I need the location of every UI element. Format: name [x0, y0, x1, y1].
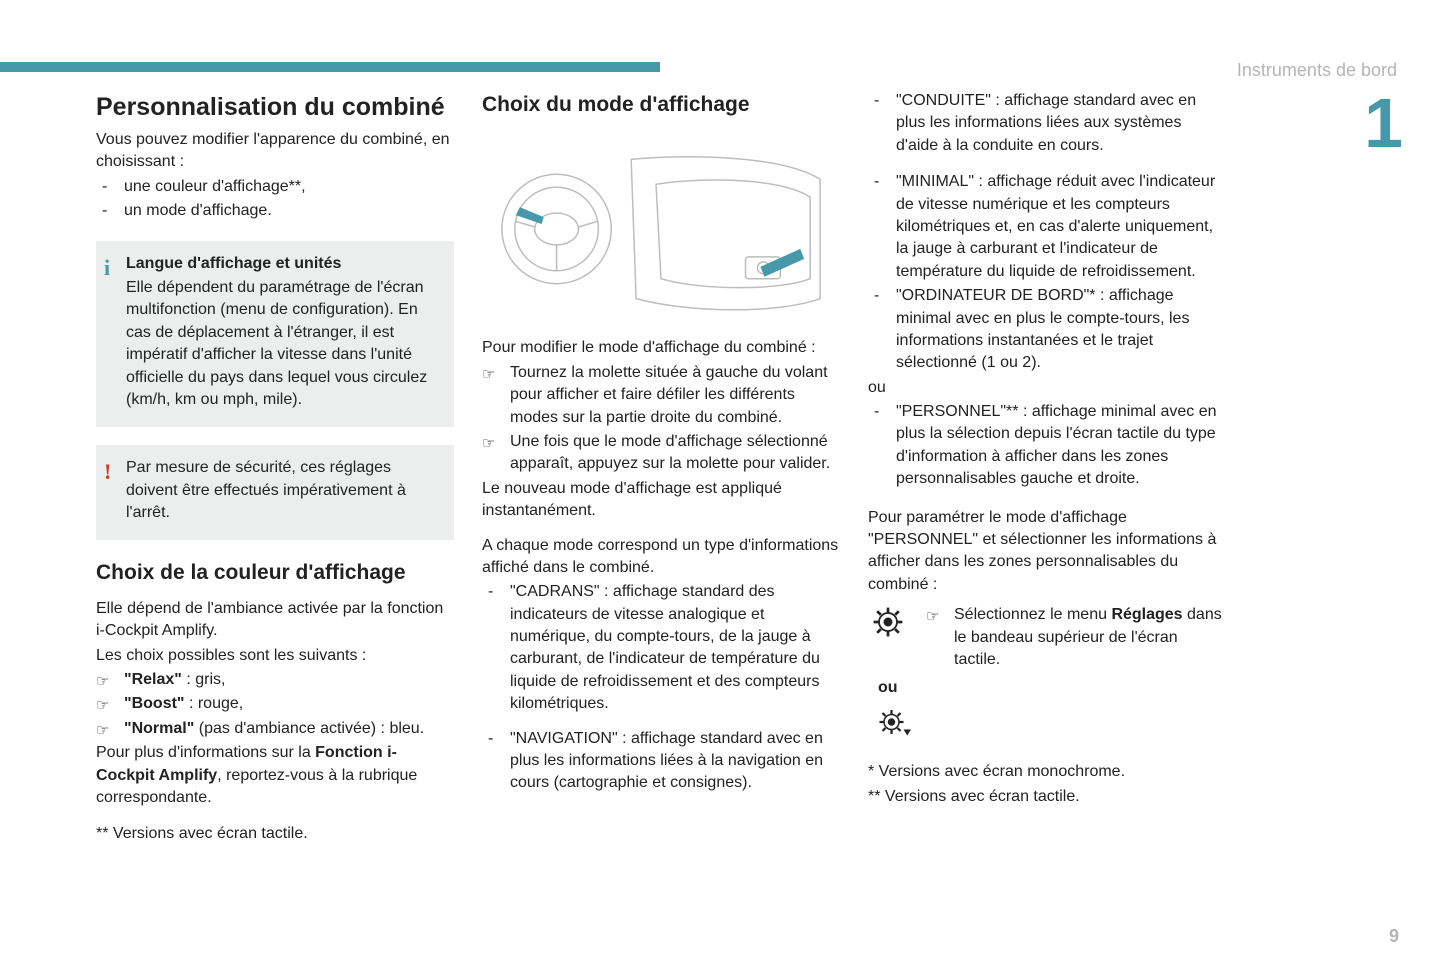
list-item: "Boost" : rouge,	[96, 693, 454, 715]
section-heading: Choix de la couleur d'affichage	[96, 558, 454, 587]
text-run: Pour plus d'informations sur la	[96, 744, 315, 761]
section-heading: Choix du mode d'affichage	[482, 90, 840, 119]
page-number: 9	[1389, 924, 1399, 949]
settings-row: Sélectionnez le menu Réglages dans le ba…	[868, 604, 1226, 673]
footnote: * Versions avec écran monochrome.	[868, 761, 1226, 783]
body-text: Le nouveau mode d'affichage est appliqué…	[482, 478, 840, 523]
list-item: une couleur d'affichage**,	[96, 176, 454, 198]
mode-list-continued: "CONDUITE" : affichage standard avec en …	[868, 90, 1226, 375]
list-item: "Relax" : gris,	[96, 669, 454, 691]
list-item: "MINIMAL" : affichage réduit avec l'indi…	[868, 171, 1226, 283]
intro-text: Vous pouvez modifier l'apparence du comb…	[96, 129, 454, 174]
info-box: i Langue d'affichage et unités Elle dépe…	[96, 241, 454, 428]
info-box-title: Langue d'affichage et unités	[126, 255, 341, 272]
gear-dropdown-icon	[876, 704, 916, 747]
column-2: Choix du mode d'affichage	[482, 90, 840, 848]
column-3: "CONDUITE" : affichage standard avec en …	[868, 90, 1226, 848]
gear-icon	[868, 604, 908, 647]
option-name: "Relax"	[124, 671, 182, 688]
list-item: un mode d'affichage.	[96, 200, 454, 222]
body-text: Les choix possibles sont les suivants :	[96, 645, 454, 667]
option-list: "Relax" : gris, "Boost" : rouge, "Normal…	[96, 669, 454, 740]
body-text: Elle dépend de l'ambiance activée par la…	[96, 598, 454, 643]
warning-icon: !	[104, 457, 111, 488]
section-header: Instruments de bord	[1237, 58, 1397, 83]
step-list: Tournez la molette située à gauche du vo…	[482, 362, 840, 476]
settings-step-list: Sélectionnez le menu Réglages dans le ba…	[926, 604, 1226, 673]
body-text: A chaque mode correspond un type d'infor…	[482, 535, 840, 580]
list-item: Sélectionnez le menu Réglages dans le ba…	[926, 604, 1226, 671]
page-title: Personnalisation du combiné	[96, 90, 454, 125]
chapter-number: 1	[1364, 88, 1403, 158]
list-item: "CONDUITE" : affichage standard avec en …	[868, 90, 1226, 157]
list-item: "CADRANS" : affichage standard des indic…	[482, 581, 840, 715]
text-bold: Réglages	[1111, 606, 1182, 623]
list-item: "NAVIGATION" : affichage standard avec e…	[482, 728, 840, 795]
body-text: Pour modifier le mode d'affichage du com…	[482, 337, 840, 359]
info-box-body: Elle dépendent du paramétrage de l'écran…	[126, 277, 440, 411]
option-desc: : gris,	[182, 671, 226, 688]
steering-wheel-figure	[482, 129, 840, 329]
warning-box-body: Par mesure de sécurité, ces réglages doi…	[126, 457, 440, 524]
text-run: Sélectionnez le menu	[954, 606, 1111, 623]
footnote: ** Versions avec écran tactile.	[868, 786, 1226, 808]
mode-list-continued-2: "PERSONNEL"** : affichage minimal avec e…	[868, 401, 1226, 491]
body-text: Pour plus d'informations sur la Fonction…	[96, 742, 454, 809]
list-item: "PERSONNEL"** : affichage minimal avec e…	[868, 401, 1226, 491]
option-name: "Boost"	[124, 695, 185, 712]
accent-stripe	[0, 62, 660, 72]
list-item: "ORDINATEUR DE BORD"* : affichage minima…	[868, 285, 1226, 375]
or-label: ou	[878, 677, 1226, 699]
intro-list: une couleur d'affichage**, un mode d'aff…	[96, 176, 454, 223]
list-item: Tournez la molette située à gauche du vo…	[482, 362, 840, 429]
or-label: ou	[868, 377, 1226, 399]
option-desc: : rouge,	[185, 695, 244, 712]
option-name: "Normal"	[124, 720, 194, 737]
list-item: "Normal" (pas d'ambiance activée) : bleu…	[96, 718, 454, 740]
body-text: Pour paramétrer le mode d'affichage "PER…	[868, 507, 1226, 597]
column-1: Personnalisation du combiné Vous pouvez …	[96, 90, 454, 848]
info-icon: i	[104, 253, 110, 284]
page-content: Personnalisation du combiné Vous pouvez …	[96, 90, 1226, 848]
warning-box: ! Par mesure de sécurité, ces réglages d…	[96, 445, 454, 540]
list-item: Une fois que le mode d'affichage sélecti…	[482, 431, 840, 476]
footnote: ** Versions avec écran tactile.	[96, 823, 454, 845]
mode-list: "CADRANS" : affichage standard des indic…	[482, 581, 840, 795]
option-desc: (pas d'ambiance activée) : bleu.	[194, 720, 424, 737]
